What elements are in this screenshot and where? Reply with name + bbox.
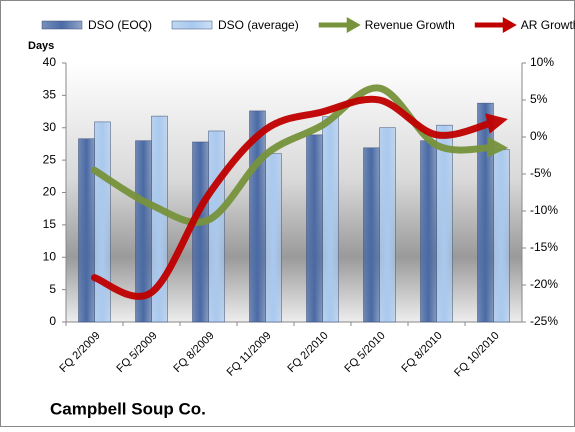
legend-label: DSO (EOQ) xyxy=(88,18,152,32)
y-tick-label: 20 xyxy=(43,185,57,199)
legend-label: AR Growth xyxy=(521,18,575,32)
y-tick-label: 30 xyxy=(43,120,57,134)
y2-tick-label: 10% xyxy=(530,55,554,69)
y2-tick-label: 0% xyxy=(530,129,548,143)
chart-title: Campbell Soup Co. xyxy=(50,399,206,418)
legend-arrow xyxy=(346,17,361,33)
y-tick-label: 15 xyxy=(43,217,57,231)
y-tick-label: 5 xyxy=(49,282,56,296)
bar xyxy=(493,149,510,323)
bar xyxy=(265,153,282,323)
line-series xyxy=(91,84,509,226)
bar xyxy=(363,147,380,323)
bar xyxy=(322,116,339,323)
line-series xyxy=(91,95,508,300)
y2-tick-label: -20% xyxy=(530,277,558,291)
bar xyxy=(420,140,437,323)
legend-swatch xyxy=(171,20,213,30)
bar xyxy=(306,134,323,323)
y-tick-label: 25 xyxy=(43,152,57,166)
legend-swatch xyxy=(41,20,83,30)
bar xyxy=(436,124,453,323)
bar xyxy=(78,138,95,323)
y-tick-label: 0 xyxy=(49,314,56,328)
legend-arrow xyxy=(502,17,517,33)
bar xyxy=(379,127,396,323)
y-tick-label: 40 xyxy=(43,55,57,69)
y2-tick-label: -15% xyxy=(530,240,558,254)
bar xyxy=(192,141,209,323)
y2-tick-label: -25% xyxy=(530,314,558,328)
y-axis-label: Days xyxy=(28,40,54,52)
bar xyxy=(208,130,225,323)
y-tick-label: 35 xyxy=(43,88,57,102)
bar xyxy=(94,121,111,323)
y-tick-label: 10 xyxy=(43,249,57,263)
y2-tick-label: 5% xyxy=(530,92,548,106)
y2-tick-label: -5% xyxy=(530,166,552,180)
y2-tick-label: -10% xyxy=(530,203,558,217)
legend-label: Revenue Growth xyxy=(365,18,455,32)
legend-label: DSO (average) xyxy=(218,18,299,32)
bar xyxy=(477,102,494,323)
bar xyxy=(151,115,168,323)
